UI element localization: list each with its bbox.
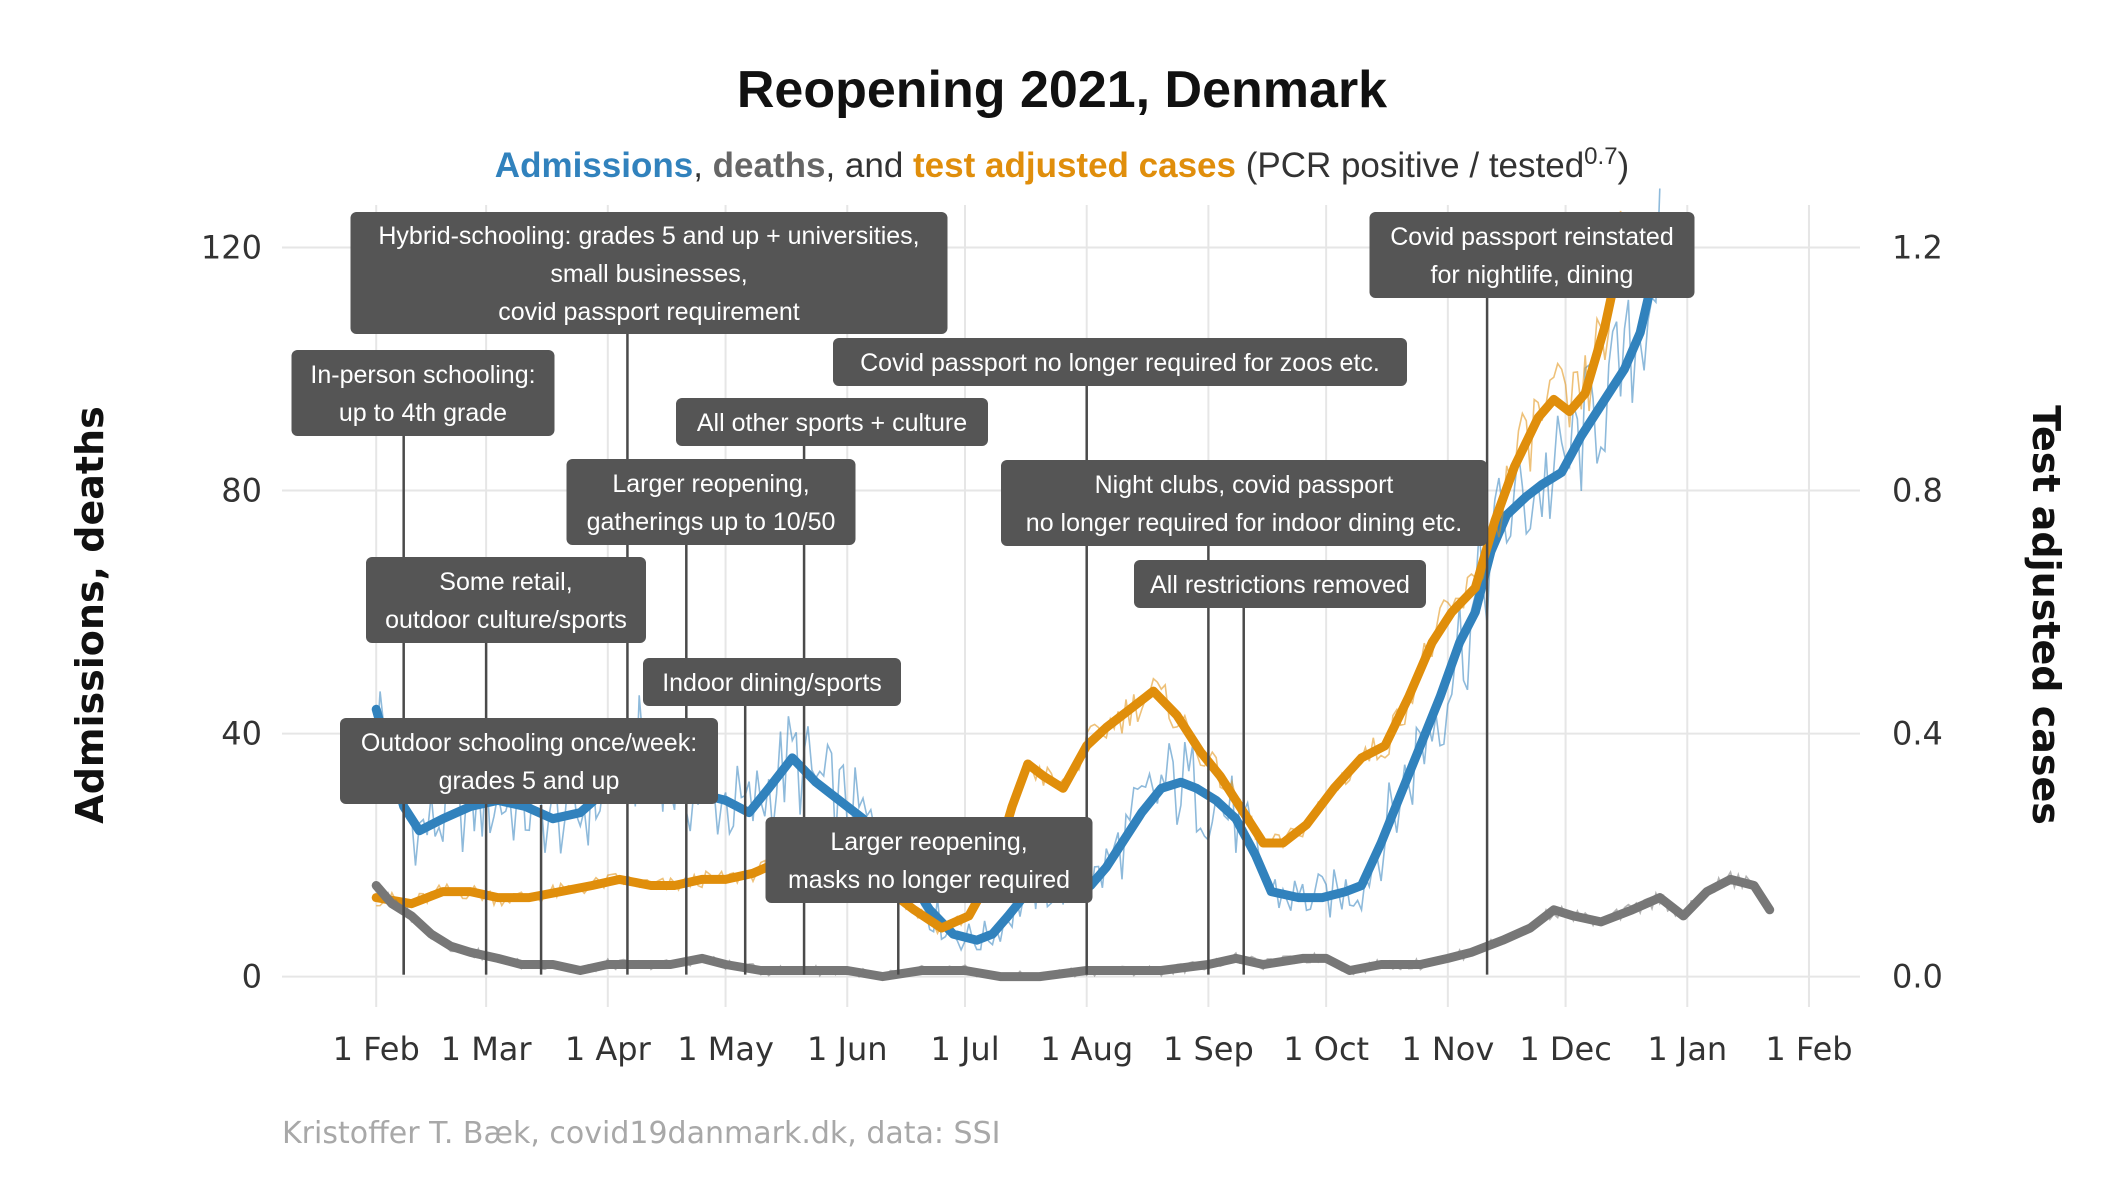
x-axis-ticks: 1 Feb 1 Mar 1 Apr 1 May 1 Jun 1 Jul 1 Aug 1 Sep…	[333, 1030, 1853, 1068]
annotation-text: Larger reopening,	[612, 470, 809, 498]
cases-smoothed-line	[371, 230, 1629, 933]
subtitle-part-4: test adjusted cases	[913, 146, 1236, 185]
y-axis-left-ticks: 0 40 80 120	[201, 229, 262, 996]
annotation-text: masks no longer required	[788, 866, 1070, 894]
chart-subtitle: Admissions, deaths, and test adjusted ca…	[495, 143, 1629, 186]
y-left-tick-label: 0	[242, 958, 262, 996]
annotation-text: All other sports + culture	[697, 409, 967, 437]
subtitle-part-2: deaths	[713, 146, 826, 185]
annotation-label-6: Indoor dining/sports	[643, 658, 901, 706]
subtitle-part-0: Admissions	[495, 146, 693, 185]
annotation-box	[1369, 212, 1695, 298]
annotation-box	[366, 557, 646, 643]
y-left-tick-label: 80	[221, 472, 262, 510]
annotation-text: Indoor dining/sports	[662, 669, 882, 697]
x-tick-label: 1 Nov	[1401, 1030, 1494, 1068]
x-tick-label: 1 Mar	[441, 1030, 533, 1068]
annotation-box	[291, 350, 555, 436]
annotation-text: gatherings up to 10/50	[587, 508, 836, 536]
annotation-label-12: Covid passport reinstated for nightlife, …	[1369, 212, 1695, 298]
annotation-text: Some retail,	[439, 568, 572, 596]
annotation-box	[676, 398, 988, 446]
annotation-label-8: Larger reopening, masks no longer require…	[765, 817, 1093, 903]
subtitle-part-7: )	[1618, 146, 1630, 185]
y-right-tick-label: 0.4	[1892, 715, 1943, 753]
annotation-box	[765, 817, 1093, 903]
y-right-tick-label: 0.8	[1892, 472, 1943, 510]
y-left-tick-label: 120	[201, 229, 262, 267]
annotation-label-7: All other sports + culture	[676, 398, 988, 446]
subtitle-part-6: 0.7	[1584, 143, 1617, 170]
annotation-text: All restrictions removed	[1150, 571, 1410, 599]
subtitle-part-1: ,	[693, 146, 712, 185]
annotation-label-1: Some retail, outdoor culture/sports	[366, 557, 646, 643]
annotation-text: Larger reopening,	[830, 828, 1027, 856]
x-tick-label: 1 Feb	[1765, 1030, 1852, 1068]
annotation-label-0: In-person schooling: up to 4th grade	[291, 350, 555, 436]
annotation-box	[1001, 460, 1487, 546]
chart-title: Reopening 2021, Denmark	[737, 61, 1387, 119]
annotation-text: outdoor culture/sports	[385, 606, 627, 634]
deaths-smoothed-line	[371, 874, 1775, 982]
annotation-text: Hybrid-schooling: grades 5 and up + univ…	[378, 222, 919, 250]
annotation-label-11: All restrictions removed	[1134, 560, 1426, 608]
subtitle-part-5: (PCR positive / tested	[1236, 146, 1584, 185]
annotation-box	[833, 338, 1407, 386]
annotation-box	[350, 212, 948, 334]
annotation-text: for nightlife, dining	[1431, 261, 1634, 289]
y-left-tick-label: 40	[221, 715, 262, 753]
annotation-text: no longer required for indoor dining etc…	[1026, 509, 1462, 537]
x-tick-label: 1 Feb	[333, 1030, 420, 1068]
x-tick-label: 1 Oct	[1283, 1030, 1369, 1068]
annotation-boxes: In-person schooling: up to 4th grade Some …	[291, 212, 1695, 903]
annotation-label-10: Night clubs, covid passport no longer req…	[1001, 460, 1487, 546]
annotation-box	[643, 658, 901, 706]
annotation-box	[1134, 560, 1426, 608]
annotation-text: Covid passport reinstated	[1390, 223, 1673, 251]
y-axis-left-title: Admissions, deaths	[68, 406, 112, 823]
subtitle-part-3: , and	[825, 146, 913, 185]
annotation-text: grades 5 and up	[439, 767, 620, 795]
x-tick-label: 1 Apr	[565, 1030, 652, 1068]
x-tick-label: 1 Dec	[1519, 1030, 1611, 1068]
x-tick-label: 1 Sep	[1163, 1030, 1254, 1068]
annotation-label-2: Outdoor schooling once/week: grades 5 and…	[340, 718, 718, 804]
annotation-text: Outdoor schooling once/week:	[361, 729, 697, 757]
annotation-text: up to 4th grade	[339, 399, 507, 427]
chart-caption: Kristoffer T. Bæk, covid19danmark.dk, da…	[282, 1116, 1001, 1151]
annotation-box	[566, 459, 856, 545]
annotation-label-4: Hybrid-schooling: grades 5 and up + univ…	[350, 212, 948, 334]
annotation-text: small businesses,	[550, 260, 747, 288]
x-tick-label: 1 Jul	[930, 1030, 999, 1068]
x-tick-label: 1 Jan	[1647, 1030, 1727, 1068]
y-right-tick-label: 1.2	[1892, 229, 1943, 267]
annotation-label-9: Covid passport no longer required for zo…	[833, 338, 1407, 386]
x-tick-label: 1 Aug	[1040, 1030, 1133, 1068]
y-axis-right-title: Test adjusted cases	[2024, 405, 2068, 825]
y-right-tick-label: 0.0	[1892, 958, 1943, 996]
y-axis-right-ticks: 0.0 0.4 0.8 1.2	[1892, 229, 1943, 996]
annotation-text: covid passport requirement	[498, 298, 800, 326]
annotation-text: In-person schooling:	[310, 361, 535, 389]
x-tick-label: 1 Jun	[807, 1030, 888, 1068]
annotation-box	[340, 718, 718, 804]
x-tick-label: 1 May	[677, 1030, 774, 1068]
annotation-label-5: Larger reopening, gatherings up to 10/50	[566, 459, 856, 545]
annotation-text: Night clubs, covid passport	[1095, 471, 1394, 499]
annotation-text: Covid passport no longer required for zo…	[860, 349, 1380, 377]
